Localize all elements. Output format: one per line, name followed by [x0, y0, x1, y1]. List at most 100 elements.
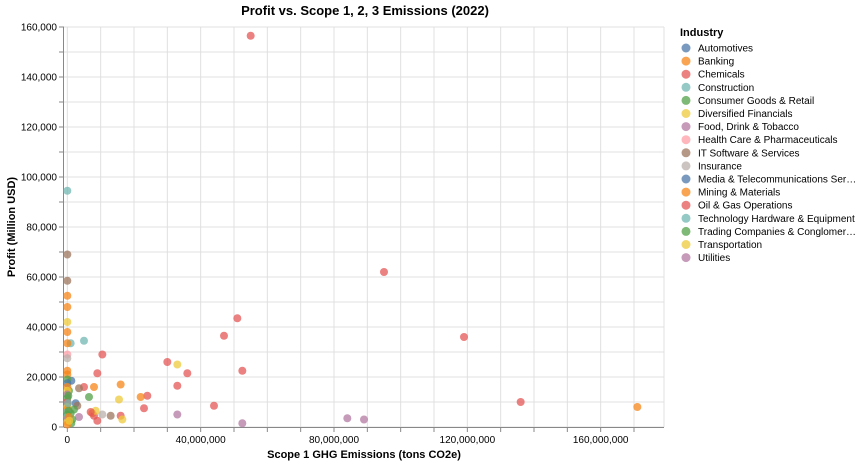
data-point	[75, 384, 83, 393]
data-point	[106, 411, 115, 420]
legend-swatch	[681, 240, 691, 249]
data-point	[63, 276, 72, 285]
data-point	[460, 333, 468, 341]
data-point	[90, 383, 98, 391]
data-point	[380, 268, 388, 276]
legend-label: Technology Hardware & Equipment	[698, 214, 855, 225]
y-tick-label: 40,000	[26, 323, 57, 334]
legend-label: Media & Telecommunications Ser…	[698, 175, 856, 186]
legend-label: Insurance	[698, 161, 742, 172]
data-point	[233, 314, 242, 323]
legend-swatch	[681, 109, 691, 118]
y-tick-label: 20,000	[26, 373, 57, 384]
legend-swatch	[681, 82, 691, 92]
y-tick-label: 100,000	[21, 173, 58, 184]
data-point	[63, 186, 72, 195]
legend-label: Utilities	[698, 253, 730, 264]
legend-swatch	[681, 148, 691, 158]
data-point	[86, 408, 95, 416]
y-tick-label: 120,000	[21, 123, 58, 134]
legend-label: Consumer Goods & Retail	[698, 96, 814, 107]
data-point	[93, 369, 102, 378]
legend-swatch	[681, 226, 691, 236]
x-tick-label: 0	[65, 435, 71, 446]
legend-label: Oil & Gas Operations	[698, 201, 792, 212]
data-point	[75, 413, 83, 421]
legend-title: Industry	[680, 27, 724, 39]
data-point	[143, 391, 152, 400]
y-tick-label: 140,000	[21, 73, 58, 84]
data-point	[360, 415, 368, 424]
legend: Industry Automotives Banking Chemicals Const…	[680, 27, 856, 264]
data-point	[173, 360, 182, 369]
legend-swatch	[681, 135, 691, 145]
data-point	[140, 404, 148, 413]
legend-swatch	[681, 200, 691, 210]
data-point	[116, 380, 125, 389]
x-tick-label: 120,000,000	[440, 435, 496, 446]
data-point	[163, 358, 172, 366]
data-point	[98, 410, 107, 419]
legend-swatch	[681, 253, 691, 263]
data-point	[136, 393, 145, 401]
y-tick-label: 80,000	[26, 223, 57, 234]
legend-label: IT Software & Services	[698, 148, 800, 159]
data-point	[80, 336, 88, 345]
legend-label: Trading Companies & Conglomer…	[698, 227, 856, 238]
chart-title: Profit vs. Scope 1, 2, 3 Emissions (2022…	[241, 3, 489, 18]
data-point	[183, 369, 192, 378]
data-point	[65, 416, 74, 425]
legend-label: Health Care & Pharmaceuticals	[698, 135, 838, 146]
legend-swatch	[681, 56, 691, 66]
data-point	[64, 399, 72, 408]
data-point	[115, 395, 123, 404]
x-tick-label: 80,000,000	[309, 435, 359, 446]
data-point	[63, 291, 72, 300]
axes: 0 40,000,000 80,000,000 120,000,000 160,000,…	[21, 23, 664, 446]
data-point	[118, 415, 127, 424]
data-point	[63, 318, 72, 326]
legend-swatch	[681, 43, 691, 53]
y-tick-label: 60,000	[26, 273, 57, 284]
data-point	[238, 419, 247, 428]
data-point	[85, 393, 93, 401]
data-point	[173, 381, 182, 390]
legend-label: Mining & Materials	[698, 188, 780, 199]
legend-label: Construction	[698, 83, 754, 94]
data-point	[343, 414, 352, 423]
y-tick-label: 160,000	[21, 23, 58, 34]
legend-swatch	[681, 122, 691, 132]
legend-swatch	[681, 213, 691, 223]
data-point	[220, 331, 228, 340]
data-point	[63, 250, 72, 259]
x-tick-label: 160,000,000	[573, 435, 629, 446]
data-point	[238, 366, 247, 375]
legend-label: Chemicals	[698, 70, 745, 81]
y-axis-title: Profit (Million USD)	[6, 177, 18, 278]
x-tick-label: 40,000,000	[176, 435, 226, 446]
data-point	[63, 303, 72, 311]
legend-label: Food, Drink & Tobacco	[698, 122, 799, 133]
data-point	[63, 339, 72, 348]
legend-label: Transportation	[698, 240, 762, 251]
data-point	[63, 354, 72, 363]
legend-label: Automotives	[698, 44, 753, 55]
legend-swatch	[681, 95, 691, 105]
data-point	[516, 398, 525, 406]
y-tick-label: 0	[51, 423, 57, 434]
legend-swatch	[681, 174, 691, 184]
data-point	[210, 401, 218, 410]
data-point	[173, 410, 182, 419]
legend-swatch	[681, 161, 691, 171]
data-point	[246, 31, 255, 40]
legend-label: Diversified Financials	[698, 109, 792, 120]
legend-label: Banking	[698, 57, 734, 68]
legend-swatch	[681, 187, 691, 197]
x-axis-title: Scope 1 GHG Emissions (tons CO2e)	[267, 449, 461, 461]
data-points	[63, 31, 642, 429]
data-point	[633, 403, 642, 411]
grid	[64, 26, 665, 428]
data-point	[64, 391, 73, 400]
data-point	[63, 328, 72, 336]
